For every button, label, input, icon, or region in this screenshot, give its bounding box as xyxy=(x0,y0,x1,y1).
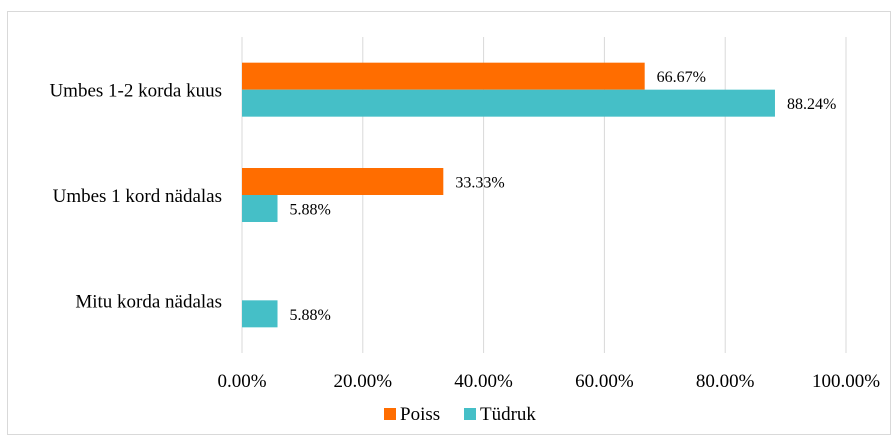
x-tick-label-3: 60.00% xyxy=(575,371,634,392)
legend-label-poiss: Poiss xyxy=(400,404,440,425)
x-tick-label-2: 40.00% xyxy=(454,371,513,392)
data-label-tüdruk-0: 88.24% xyxy=(787,96,836,113)
bar-tüdruk-2 xyxy=(242,300,278,328)
legend-swatch-poiss xyxy=(384,408,396,420)
bar-tüdruk-0 xyxy=(242,89,775,117)
x-tick-label-4: 80.00% xyxy=(696,371,755,392)
x-tick-label-1: 20.00% xyxy=(334,371,393,392)
data-label-poiss-1: 33.33% xyxy=(455,175,504,192)
x-tick-label-0: 0.00% xyxy=(217,371,266,392)
bar-poiss-0 xyxy=(242,62,645,90)
chart-frame xyxy=(7,11,891,435)
legend-label-tüdruk: Tüdruk xyxy=(480,404,536,425)
category-label-0: Umbes 1-2 korda kuus xyxy=(49,81,222,102)
category-label-2: Mitu korda nädalas xyxy=(75,291,222,312)
category-label-1: Umbes 1 kord nädalas xyxy=(53,186,222,207)
data-label-poiss-0: 66.67% xyxy=(657,69,706,86)
bar-tüdruk-1 xyxy=(242,195,278,222)
data-label-tüdruk-1: 5.88% xyxy=(290,202,331,219)
legend-swatch-tüdruk xyxy=(464,408,476,420)
bar-poiss-1 xyxy=(242,168,444,195)
data-label-tüdruk-2: 5.88% xyxy=(290,307,331,324)
x-tick-label-5: 100.00% xyxy=(812,371,880,392)
